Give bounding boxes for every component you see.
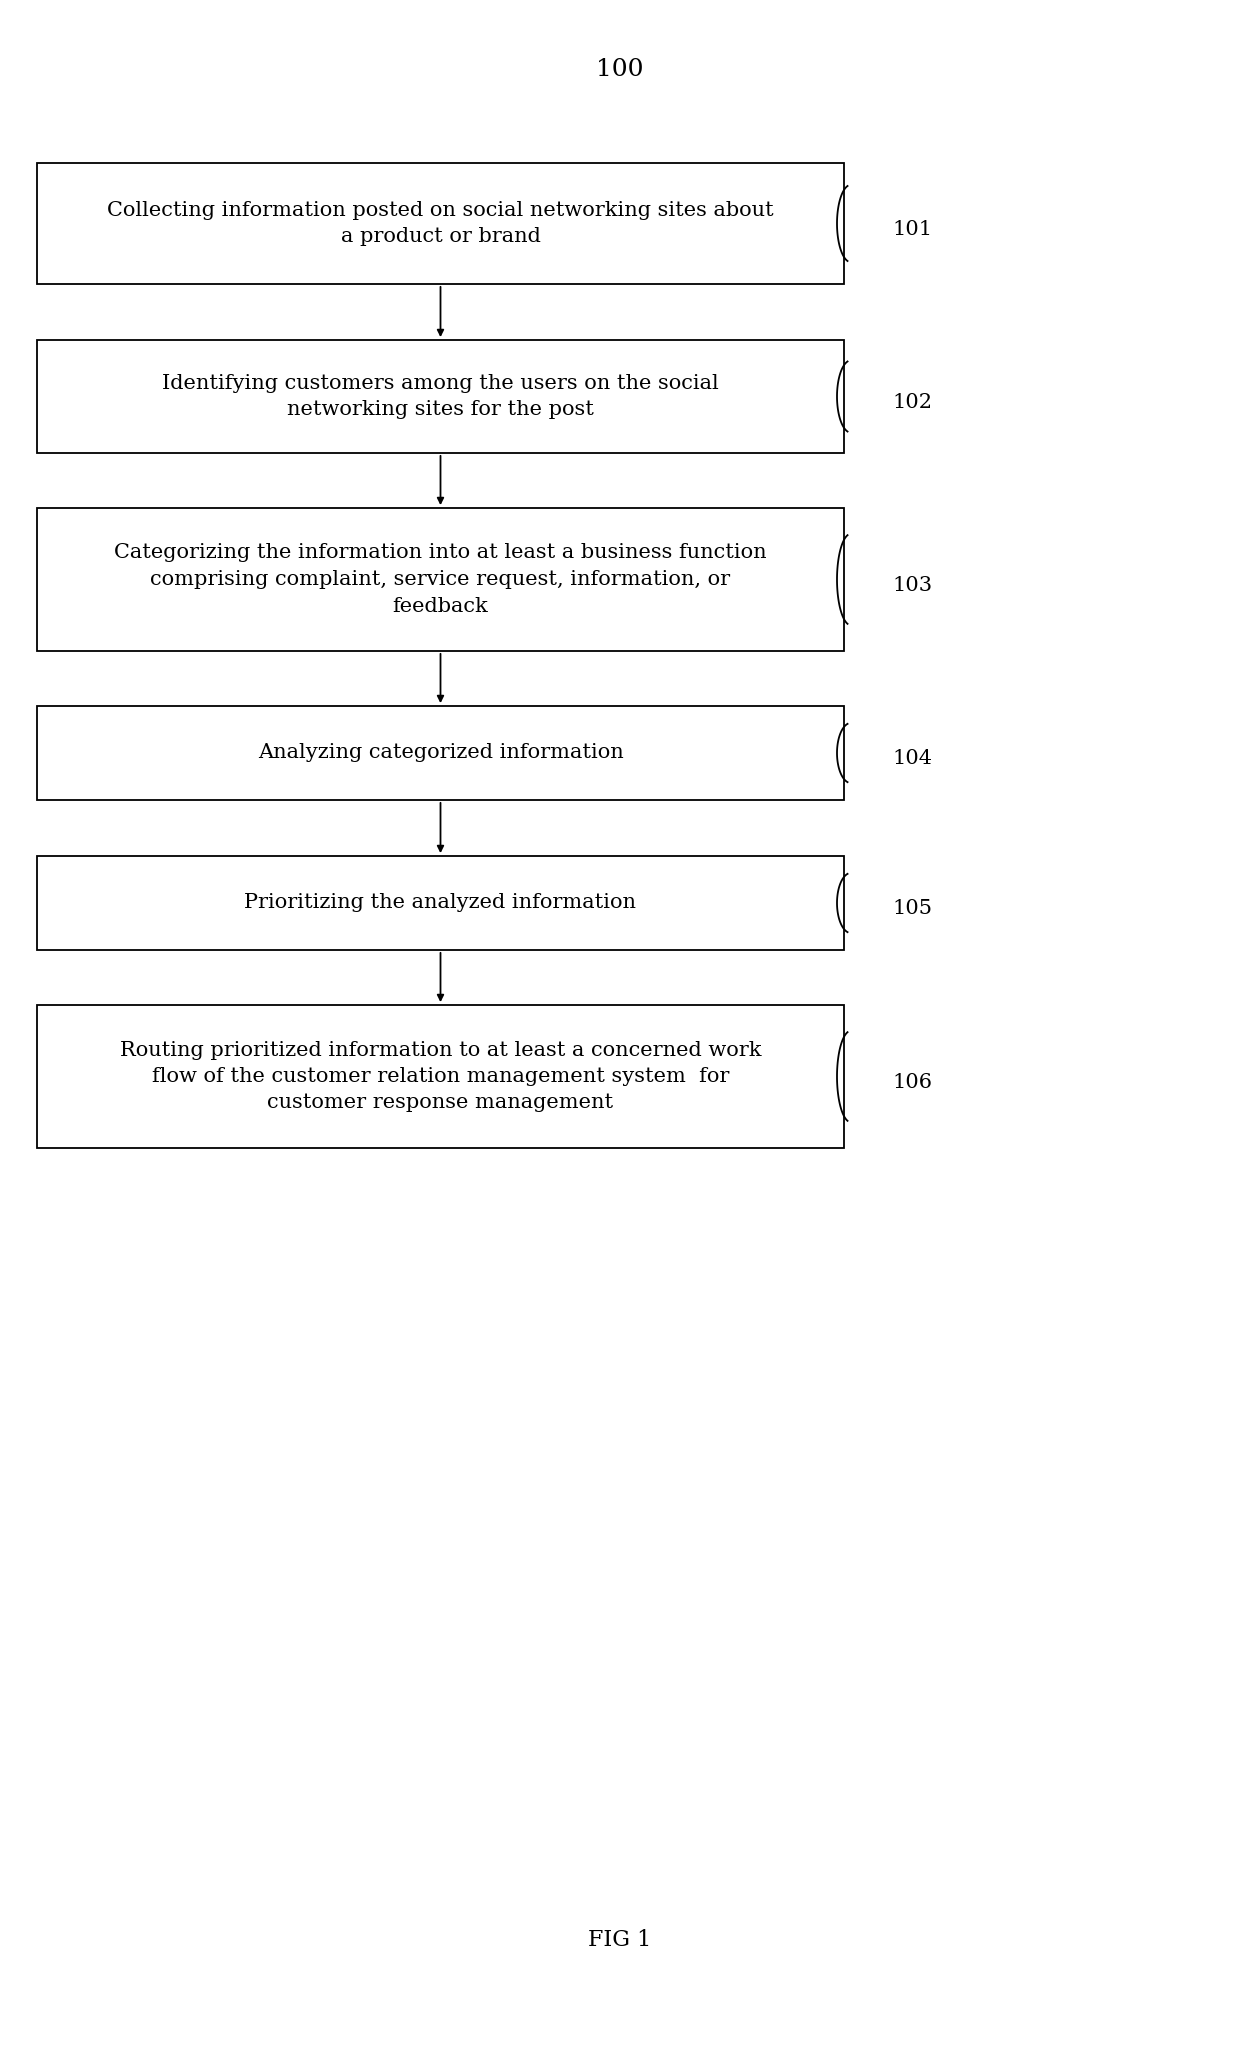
Text: 102: 102 [892,393,932,412]
Text: 100: 100 [596,59,644,82]
Text: 106: 106 [892,1074,932,1092]
Text: 105: 105 [892,900,932,918]
Text: Routing prioritized information to at least a concerned work
flow of the custome: Routing prioritized information to at le… [120,1041,761,1113]
Bar [37,508,844,652]
Text: 103: 103 [892,576,932,594]
Text: Prioritizing the analyzed information: Prioritizing the analyzed information [244,893,636,912]
Bar [37,164,844,285]
Bar [37,1004,844,1147]
Bar [37,856,844,951]
Text: 104: 104 [892,750,932,768]
Bar [37,707,844,799]
Text: Identifying customers among the users on the social
networking sites for the pos: Identifying customers among the users on… [162,373,719,420]
Text: Analyzing categorized information: Analyzing categorized information [258,744,624,762]
Text: Categorizing the information into at least a business function
comprising compla: Categorizing the information into at lea… [114,543,766,615]
Text: FIG 1: FIG 1 [588,1928,652,1951]
Bar [37,340,844,453]
Text: 101: 101 [892,219,932,240]
Text: Collecting information posted on social networking sites about
a product or bran: Collecting information posted on social … [107,201,774,246]
